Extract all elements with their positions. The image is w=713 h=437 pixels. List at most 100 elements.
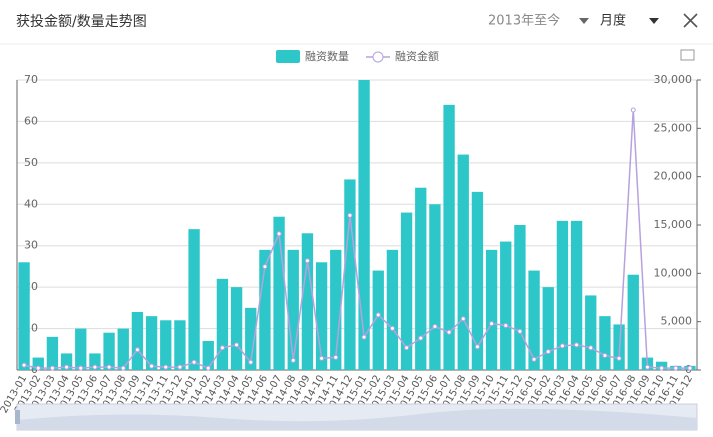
bar: [415, 187, 427, 370]
bar: [585, 295, 597, 370]
dropdown-arrow[interactable]: [579, 18, 589, 24]
line-point: [531, 356, 537, 362]
y2-tick-label: 25,000: [654, 121, 693, 134]
bar: [344, 179, 356, 370]
bar: [372, 270, 384, 370]
panel-title: 获投金额/数量走势图: [16, 14, 147, 30]
line-point: [191, 359, 197, 365]
bar: [145, 316, 158, 370]
legend-swatch: [276, 50, 300, 63]
line-point: [404, 345, 410, 351]
line-point: [290, 357, 296, 363]
line-point: [517, 328, 523, 334]
bar: [273, 216, 285, 370]
bar: [429, 204, 441, 370]
bar: [330, 249, 342, 370]
bar: [599, 316, 611, 370]
bar: [230, 287, 243, 370]
dropdown-arrow[interactable]: [649, 18, 659, 24]
line-point: [64, 364, 70, 370]
bar: [315, 262, 328, 370]
line-point: [163, 364, 169, 370]
bar: [457, 154, 469, 370]
bar: [400, 212, 413, 370]
line-point: [106, 364, 112, 370]
bar: [556, 220, 569, 370]
line-point: [35, 365, 41, 371]
line-point: [644, 364, 650, 370]
line-point: [120, 365, 126, 371]
legend-label: 融资金额: [395, 49, 439, 63]
y2-tick-label: 15,000: [654, 218, 693, 231]
y2-tick-label: 5,000: [661, 315, 693, 328]
y-tick-label: 60: [24, 114, 38, 127]
period-select[interactable]: 2013年至今: [488, 13, 560, 29]
line-point: [446, 329, 452, 335]
bar: [202, 341, 214, 370]
bar: [174, 320, 186, 370]
bar: [103, 332, 115, 370]
line-point: [602, 353, 608, 358]
line-point: [574, 342, 580, 348]
bar: [287, 249, 299, 370]
line-point: [673, 365, 679, 371]
line-point: [319, 355, 325, 361]
bar: [117, 328, 129, 370]
line-point: [630, 107, 636, 113]
close-button[interactable]: [683, 13, 698, 28]
bar: [131, 312, 144, 370]
bar: [570, 220, 583, 370]
bar: [500, 241, 512, 370]
data-zoom-shadow: [17, 408, 697, 430]
line-point: [134, 347, 140, 353]
line-point: [262, 264, 268, 270]
line-point: [375, 312, 381, 318]
granularity-select[interactable]: 月度: [600, 13, 626, 29]
y-tick-label: 70: [24, 73, 38, 86]
zoom-handle[interactable]: [15, 410, 20, 424]
bar: [75, 328, 87, 370]
line-point: [234, 342, 240, 348]
line-point: [687, 365, 693, 371]
bar: [514, 225, 526, 370]
line-point: [333, 354, 339, 360]
line-point: [460, 316, 466, 322]
line-point: [219, 345, 225, 351]
line-point: [389, 325, 395, 331]
bar: [627, 274, 639, 370]
toolbox-icon[interactable]: [680, 49, 695, 61]
bar: [46, 336, 59, 370]
y2-tick-label: 10,000: [654, 266, 693, 279]
y-tick-label: 40: [24, 197, 38, 210]
bar: [386, 249, 399, 370]
legend-label: 融资数量: [305, 50, 349, 63]
plot: 01020304050607005,00010,00015,00020,0002…: [0, 73, 701, 415]
bar: [89, 353, 101, 370]
line-point: [205, 365, 211, 371]
bar: [60, 353, 73, 370]
bar: [188, 229, 200, 370]
bar: [528, 270, 540, 370]
line-point: [489, 321, 495, 327]
line-point: [92, 364, 98, 370]
line-point: [659, 365, 665, 371]
line-point: [21, 362, 27, 368]
bar: [259, 249, 271, 370]
bar: [542, 287, 554, 370]
bar: [32, 357, 44, 370]
line-point: [177, 364, 183, 370]
y-tick-label: 30: [24, 239, 38, 252]
line-point: [474, 344, 480, 350]
line-point: [78, 365, 84, 371]
bar: [301, 233, 314, 370]
line-point: [304, 258, 310, 264]
y2-tick-label: 30,000: [654, 73, 693, 86]
bar: [216, 278, 229, 370]
line-point: [248, 359, 254, 365]
line-point: [276, 231, 282, 237]
y2-tick-label: 20,000: [654, 170, 693, 183]
legend-swatch: [372, 51, 384, 63]
bar: [160, 320, 172, 370]
bar: [18, 262, 30, 370]
